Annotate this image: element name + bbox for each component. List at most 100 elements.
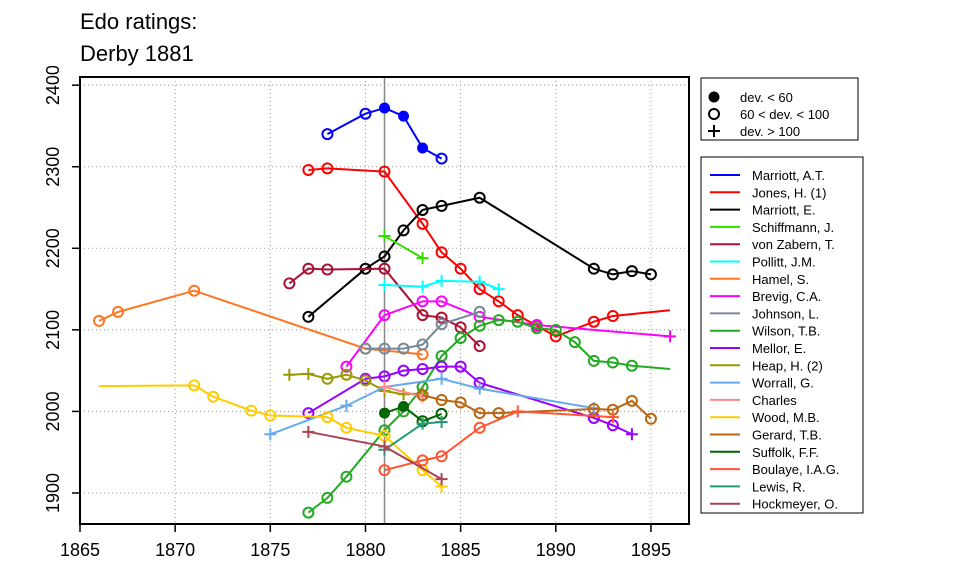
x-tick-label: 1865	[60, 540, 100, 560]
marker-legend: dev. < 60 60 < dev. < 100 dev. > 100	[700, 77, 859, 141]
data-point	[473, 305, 486, 318]
data-point	[435, 318, 448, 331]
data-point	[379, 407, 390, 419]
series-line	[307, 196, 652, 318]
data-point	[321, 162, 334, 175]
data-point	[435, 360, 448, 373]
data-point	[625, 359, 638, 372]
legend-entry: Wood, M.B.	[752, 410, 820, 425]
legend-entry: Brevig, C.A.	[752, 289, 821, 304]
data-point	[340, 421, 353, 434]
data-point	[435, 473, 448, 486]
series-line	[365, 310, 480, 350]
series-line	[384, 410, 613, 472]
data-point	[397, 364, 410, 377]
legend-entry: Marriott, A.T.	[752, 168, 825, 183]
y-tick-label: 2200	[43, 228, 63, 268]
legend-entry: Lewis, R.	[752, 479, 805, 494]
data-point	[416, 295, 429, 308]
data-point	[378, 165, 391, 178]
series-14	[99, 379, 448, 493]
series-1	[302, 162, 671, 343]
data-point	[416, 252, 429, 265]
marker-legend-symbol	[708, 91, 720, 103]
data-point	[492, 283, 505, 296]
data-point	[435, 295, 448, 308]
data-point	[587, 354, 600, 367]
data-point	[359, 107, 372, 120]
series-9	[302, 314, 671, 519]
data-point	[416, 417, 429, 430]
data-point	[587, 262, 600, 275]
data-point	[321, 372, 334, 385]
data-point	[416, 389, 429, 402]
legend-entry: Hamel, S.	[752, 272, 809, 287]
data-point	[473, 340, 486, 353]
series-8	[359, 305, 486, 355]
series-line	[383, 235, 424, 259]
data-point	[416, 338, 429, 351]
data-point	[378, 380, 391, 393]
data-point	[321, 411, 334, 424]
series-line	[98, 289, 423, 356]
x-tick-label: 1875	[250, 540, 290, 560]
x-tick-label: 1870	[155, 540, 195, 560]
data-point	[416, 217, 429, 230]
legend-entry: Boulaye, I.A.G.	[752, 462, 839, 477]
series-group	[93, 102, 676, 519]
legend-entry: Gerard, T.B.	[752, 428, 822, 443]
data-point	[454, 332, 467, 345]
data-point	[492, 314, 505, 327]
legend-entry: Schiffmann, J.	[752, 220, 834, 235]
data-point	[511, 405, 524, 418]
data-point	[302, 367, 315, 380]
data-point	[378, 230, 391, 243]
data-point	[378, 250, 391, 263]
data-point	[473, 191, 486, 204]
data-point	[606, 309, 619, 322]
data-point	[473, 310, 486, 323]
data-point	[416, 280, 429, 293]
series-17	[378, 405, 619, 477]
series-15	[416, 389, 657, 425]
data-point	[283, 368, 296, 381]
data-point	[663, 330, 676, 343]
chart-title-line-1: Edo ratings:	[80, 9, 197, 34]
y-tick-label: 2400	[43, 65, 63, 105]
data-point	[625, 394, 638, 407]
series-5	[378, 274, 505, 296]
data-point	[435, 152, 448, 165]
data-point	[644, 412, 657, 425]
y-tick-label: 1900	[43, 473, 63, 513]
data-point	[398, 401, 410, 413]
data-point	[435, 274, 448, 287]
data-point	[435, 311, 448, 324]
series-legend: Marriott, A.T. Jones, H. (1) Marriott, E. S…	[700, 156, 864, 514]
series-legend-box	[700, 156, 864, 514]
data-point	[302, 425, 315, 438]
data-point	[379, 102, 390, 114]
x-tick-label: 1885	[441, 540, 481, 560]
legend-entry: Johnson, L.	[752, 306, 819, 321]
axes: 1865 1870 1875 1880 1885 1890 1895 1900 2000 2100…	[43, 65, 671, 560]
data-point	[568, 336, 581, 349]
data-point	[511, 309, 524, 322]
data-point	[264, 409, 277, 422]
data-point	[435, 372, 448, 385]
data-point	[473, 275, 486, 288]
data-point	[587, 315, 600, 328]
legend-entry: Jones, H. (1)	[752, 185, 826, 200]
data-point	[245, 404, 258, 417]
legend-entry: Pollitt, J.M.	[752, 255, 816, 270]
data-point	[340, 368, 353, 381]
legend-entry: Mellor, E.	[752, 341, 806, 356]
data-point	[625, 428, 638, 441]
data-point	[435, 199, 448, 212]
y-tick-label: 2000	[43, 391, 63, 431]
series-18	[378, 416, 448, 456]
series-4	[283, 262, 486, 353]
data-point	[417, 142, 429, 154]
series-2	[302, 191, 657, 323]
series-10	[302, 360, 638, 441]
data-point	[188, 379, 201, 392]
